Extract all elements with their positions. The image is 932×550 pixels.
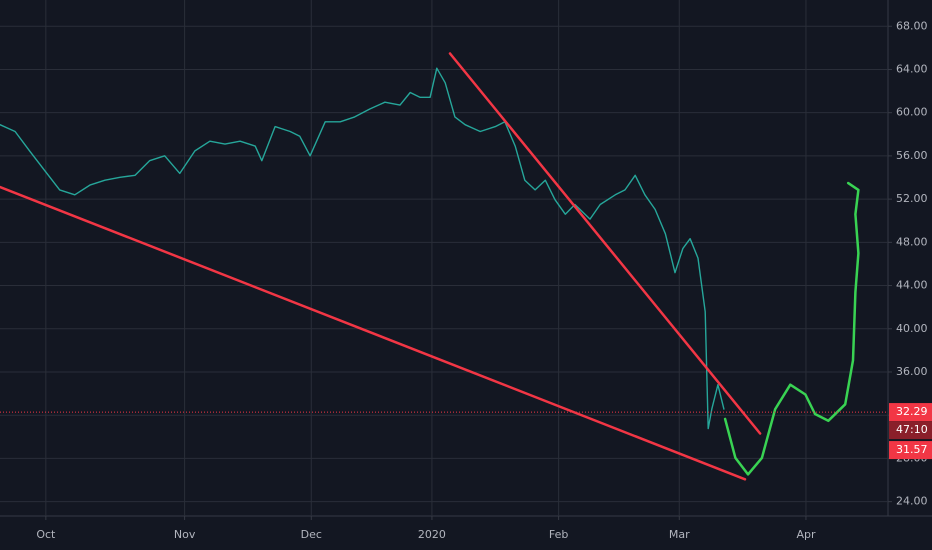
y-tick-label: 60.00 — [896, 106, 928, 119]
x-tick-label: Nov — [174, 528, 196, 541]
y-tick-label: 56.00 — [896, 149, 928, 162]
drawing — [723, 181, 860, 476]
y-tick-label: 36.00 — [896, 365, 928, 378]
price-line — [0, 67, 725, 430]
countdown-label: 47:10 — [896, 423, 928, 436]
last-price-badge — [889, 403, 932, 422]
countdown-badge — [889, 421, 932, 440]
y-tick-label: 48.00 — [896, 235, 928, 248]
y-tick-label: 40.00 — [896, 322, 928, 335]
y-tick-label: 44.00 — [896, 279, 928, 292]
x-tick-label: Oct — [36, 528, 56, 541]
y-tick-label: 64.00 — [896, 62, 928, 75]
low-price-badge — [889, 441, 932, 460]
x-tick-label: Dec — [301, 528, 322, 541]
x-tick-label: Mar — [669, 528, 690, 541]
x-tick-label: Feb — [549, 528, 568, 541]
x-tick-label: 2020 — [418, 528, 446, 541]
x-tick-label: Apr — [796, 528, 816, 541]
drawing — [448, 52, 762, 435]
y-tick-label: 68.00 — [896, 19, 928, 32]
drawing — [0, 185, 747, 481]
low-price-label: 31.57 — [896, 443, 928, 456]
y-tick-label: 52.00 — [896, 192, 928, 205]
y-tick-label: 24.00 — [896, 495, 928, 508]
last-price-label: 32.29 — [896, 405, 928, 418]
